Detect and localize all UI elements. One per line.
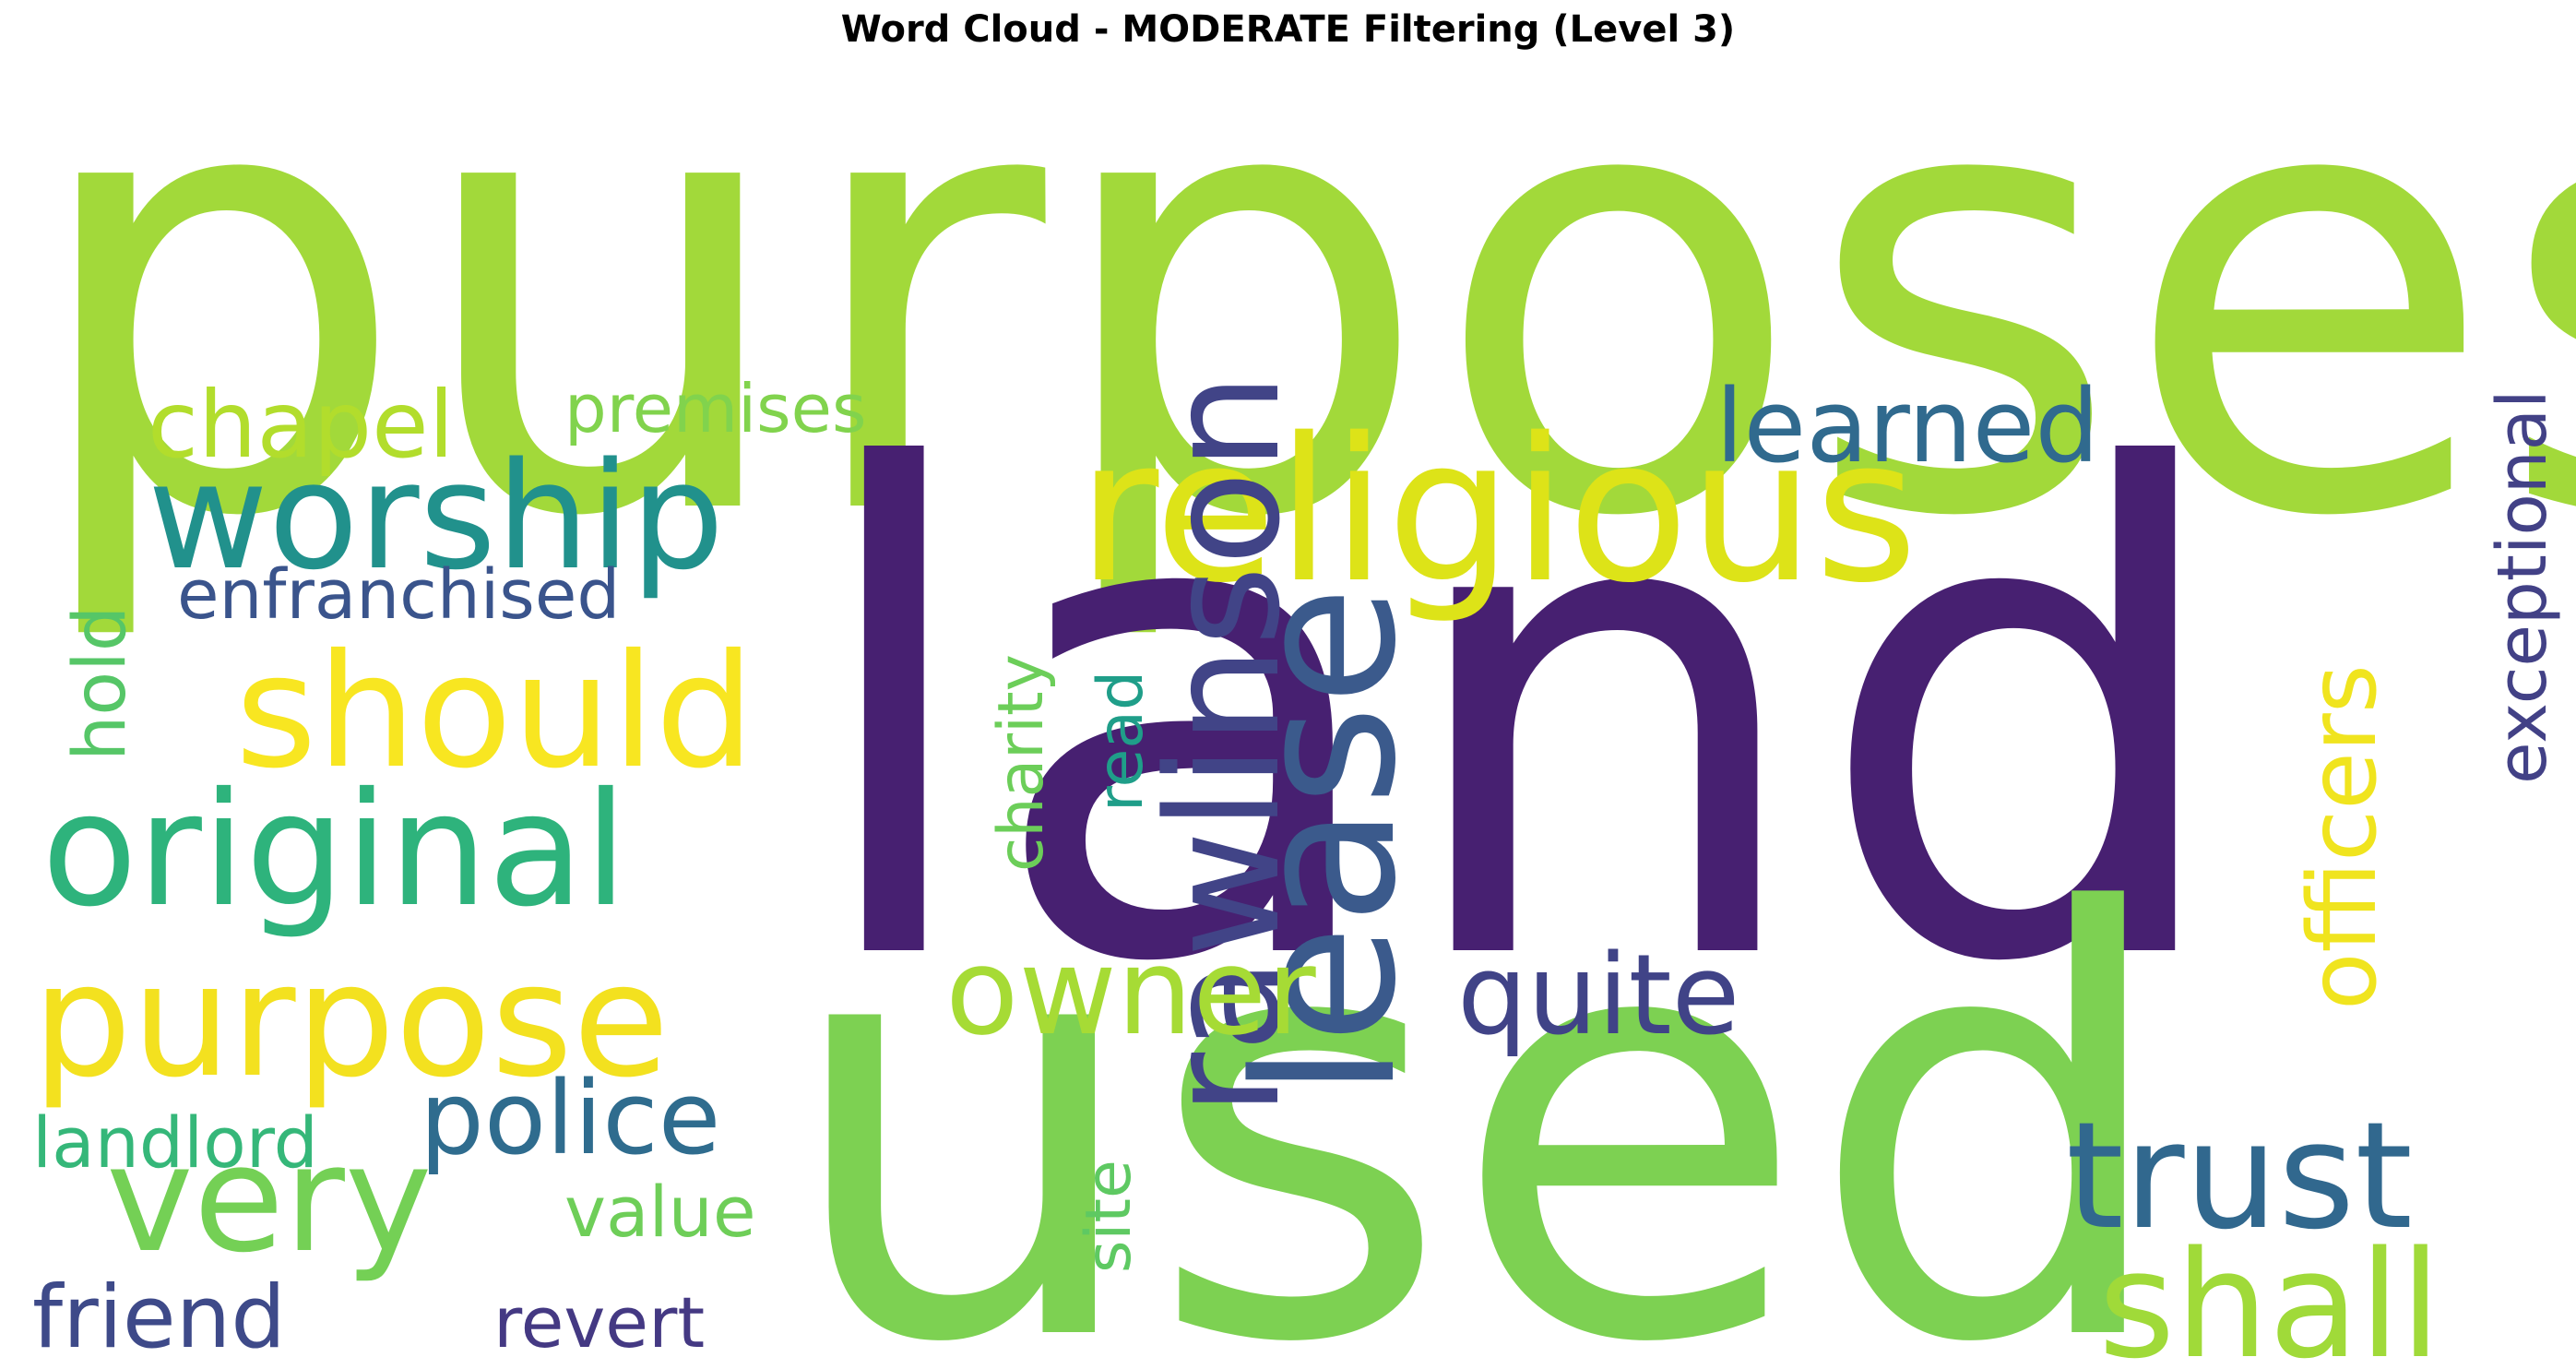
word-shall: shall	[2098, 1219, 2441, 1369]
word-charity: charity	[985, 654, 1058, 872]
word-hold: hold	[59, 606, 142, 761]
word-rawlinson: rawlinson	[1134, 373, 1314, 1116]
word-revert: revert	[493, 1281, 705, 1363]
word-used: used	[779, 792, 2177, 1369]
word-police: police	[420, 1059, 720, 1177]
word-landlord: landlord	[32, 1101, 318, 1184]
word-friend: friend	[32, 1268, 286, 1368]
word-should: should	[235, 621, 754, 804]
word-site: site	[1073, 1160, 1146, 1273]
word-enfranchised: enfranchised	[177, 555, 620, 635]
word-worship: worship	[148, 430, 724, 602]
word-learned: learned	[1715, 367, 2099, 485]
word-religious: religious	[1077, 395, 1917, 626]
word-premises: premises	[564, 370, 866, 447]
word-trust: trust	[2066, 1089, 2413, 1262]
word-chapel: chapel	[148, 371, 454, 479]
word-lease: lease	[1213, 586, 1439, 1098]
word-exceptional: exceptional	[2483, 389, 2562, 784]
word-officers: officers	[2288, 664, 2398, 1010]
word-quite: quite	[1457, 932, 1739, 1060]
chart-title: Word Cloud - MODERATE Filtering (Level 3…	[840, 8, 1736, 51]
word-purpose: purpose	[32, 930, 670, 1113]
word-original: original	[42, 759, 627, 942]
word-value: value	[564, 1171, 756, 1253]
word-read: read	[1085, 671, 1157, 812]
word-purposes: purposes	[23, 0, 2576, 649]
word-owner: owner	[945, 922, 1316, 1062]
word-land: land	[801, 334, 2236, 1107]
word-very: very	[106, 1113, 433, 1285]
